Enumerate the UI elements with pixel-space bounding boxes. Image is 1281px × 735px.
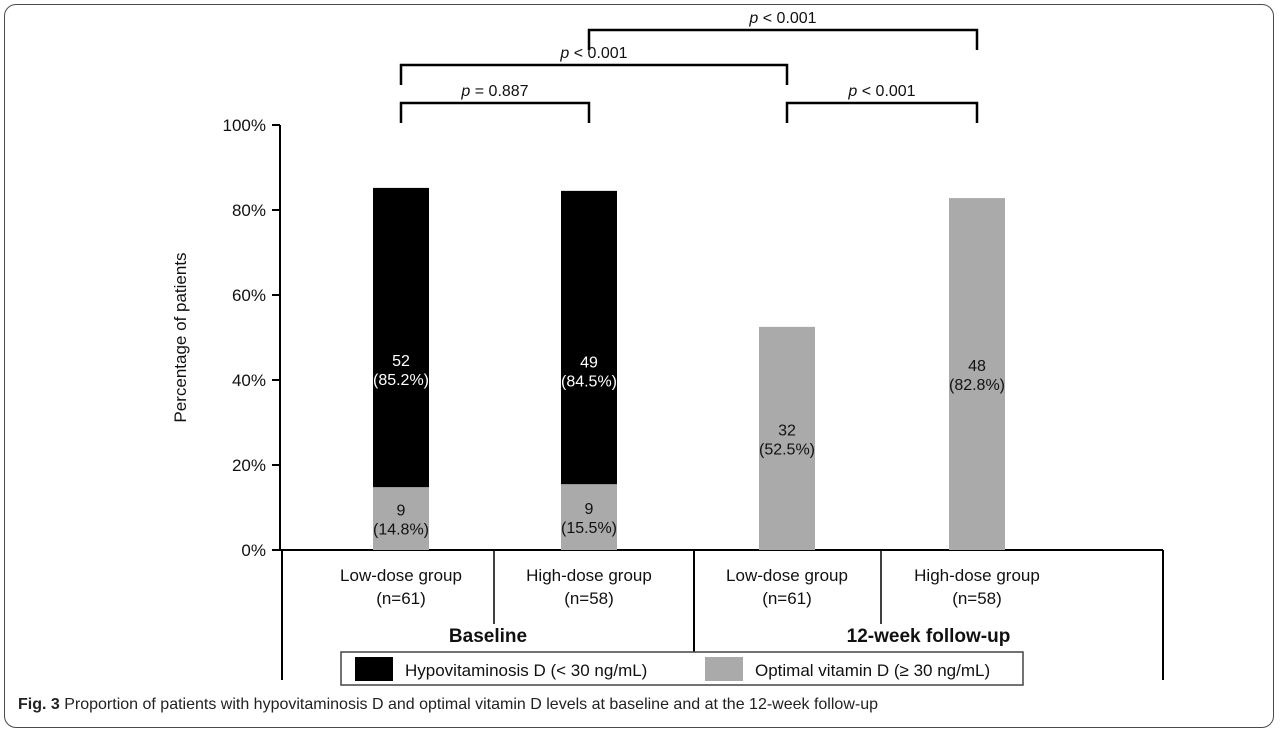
figure-caption: Fig. 3 Proportion of patients with hypov… bbox=[18, 696, 878, 714]
x-category-n: (n=61) bbox=[376, 589, 426, 608]
y-tick-label: 80% bbox=[232, 201, 266, 220]
y-axis-label: Percentage of patients bbox=[171, 252, 190, 422]
significance-brackets: p = 0.887 p < 0.001 p < 0.001 p < 0.001 bbox=[399, 10, 979, 123]
x-category-label: Low-dose group bbox=[340, 566, 462, 585]
caption-text: Proportion of patients with hypovitamino… bbox=[64, 696, 878, 713]
bar-count-label: 49 bbox=[580, 354, 598, 371]
comparison-p-value: p < 0.001 bbox=[559, 45, 627, 62]
comparison-bracket bbox=[399, 63, 789, 85]
bar-count-label: 9 bbox=[397, 503, 406, 520]
y-tick-label: 40% bbox=[232, 371, 266, 390]
chart-axes: 0% 20% 40% 60% 80% 100% Percentage of patients… bbox=[171, 116, 1164, 680]
bar-percent-label: (84.5%) bbox=[561, 373, 617, 390]
x-category-label: High-dose group bbox=[526, 566, 652, 585]
bar-percent-label: (15.5%) bbox=[561, 520, 617, 537]
bar-percent-label: (85.2%) bbox=[373, 372, 429, 389]
legend-box bbox=[340, 651, 1024, 686]
bar-count-label: 32 bbox=[778, 422, 796, 439]
y-tick-label: 100% bbox=[223, 116, 266, 135]
chart-legend: Hypovitaminosis D (< 30 ng/mL) Optimal vi… bbox=[340, 651, 1024, 686]
bar-segment bbox=[561, 484, 617, 550]
y-tick-label: 0% bbox=[241, 541, 266, 560]
comparison-p-value: p = 0.887 bbox=[460, 83, 528, 100]
bar-segment bbox=[373, 487, 429, 550]
bar-count-label: 52 bbox=[392, 353, 410, 370]
x-category-label: High-dose group bbox=[914, 566, 1040, 585]
x-period-label: 12-week follow-up bbox=[847, 626, 1011, 647]
bar-percent-label: (82.8%) bbox=[949, 377, 1005, 394]
bar-percent-label: (52.5%) bbox=[759, 441, 815, 458]
x-category-n: (n=58) bbox=[952, 589, 1002, 608]
comparison-p-value: p < 0.001 bbox=[847, 83, 915, 100]
legend-swatch bbox=[355, 657, 393, 681]
comparison-p-value: p < 0.001 bbox=[748, 10, 816, 27]
bar-count-label: 9 bbox=[585, 501, 594, 518]
legend-swatch bbox=[705, 657, 743, 681]
chart-bars: 52(85.2%)9(14.8%)49(84.5%)9(15.5%)29(47.… bbox=[373, 187, 1005, 550]
bar-segment bbox=[759, 326, 815, 550]
legend-label: Optimal vitamin D (≥ 30 ng/mL) bbox=[755, 661, 990, 680]
y-tick-label: 20% bbox=[232, 456, 266, 475]
comparison-bracket bbox=[399, 101, 591, 123]
caption-label: Fig. 3 bbox=[18, 696, 60, 713]
y-tick-label: 60% bbox=[232, 286, 266, 305]
x-period-label: Baseline bbox=[449, 626, 527, 647]
bar-percent-label: (14.8%) bbox=[373, 522, 429, 539]
stacked-bar-chart: 0% 20% 40% 60% 80% 100% Percentage of patients… bbox=[171, 10, 1164, 686]
comparison-bracket bbox=[785, 101, 979, 123]
x-category-n: (n=58) bbox=[564, 589, 614, 608]
bar-count-label: 48 bbox=[968, 358, 986, 375]
bar-segment bbox=[949, 198, 1005, 550]
x-category-label: Low-dose group bbox=[726, 566, 848, 585]
comparison-bracket bbox=[587, 28, 979, 50]
figure-frame bbox=[4, 4, 1274, 728]
x-category-n: (n=61) bbox=[762, 589, 812, 608]
legend-label: Hypovitaminosis D (< 30 ng/mL) bbox=[405, 661, 647, 680]
